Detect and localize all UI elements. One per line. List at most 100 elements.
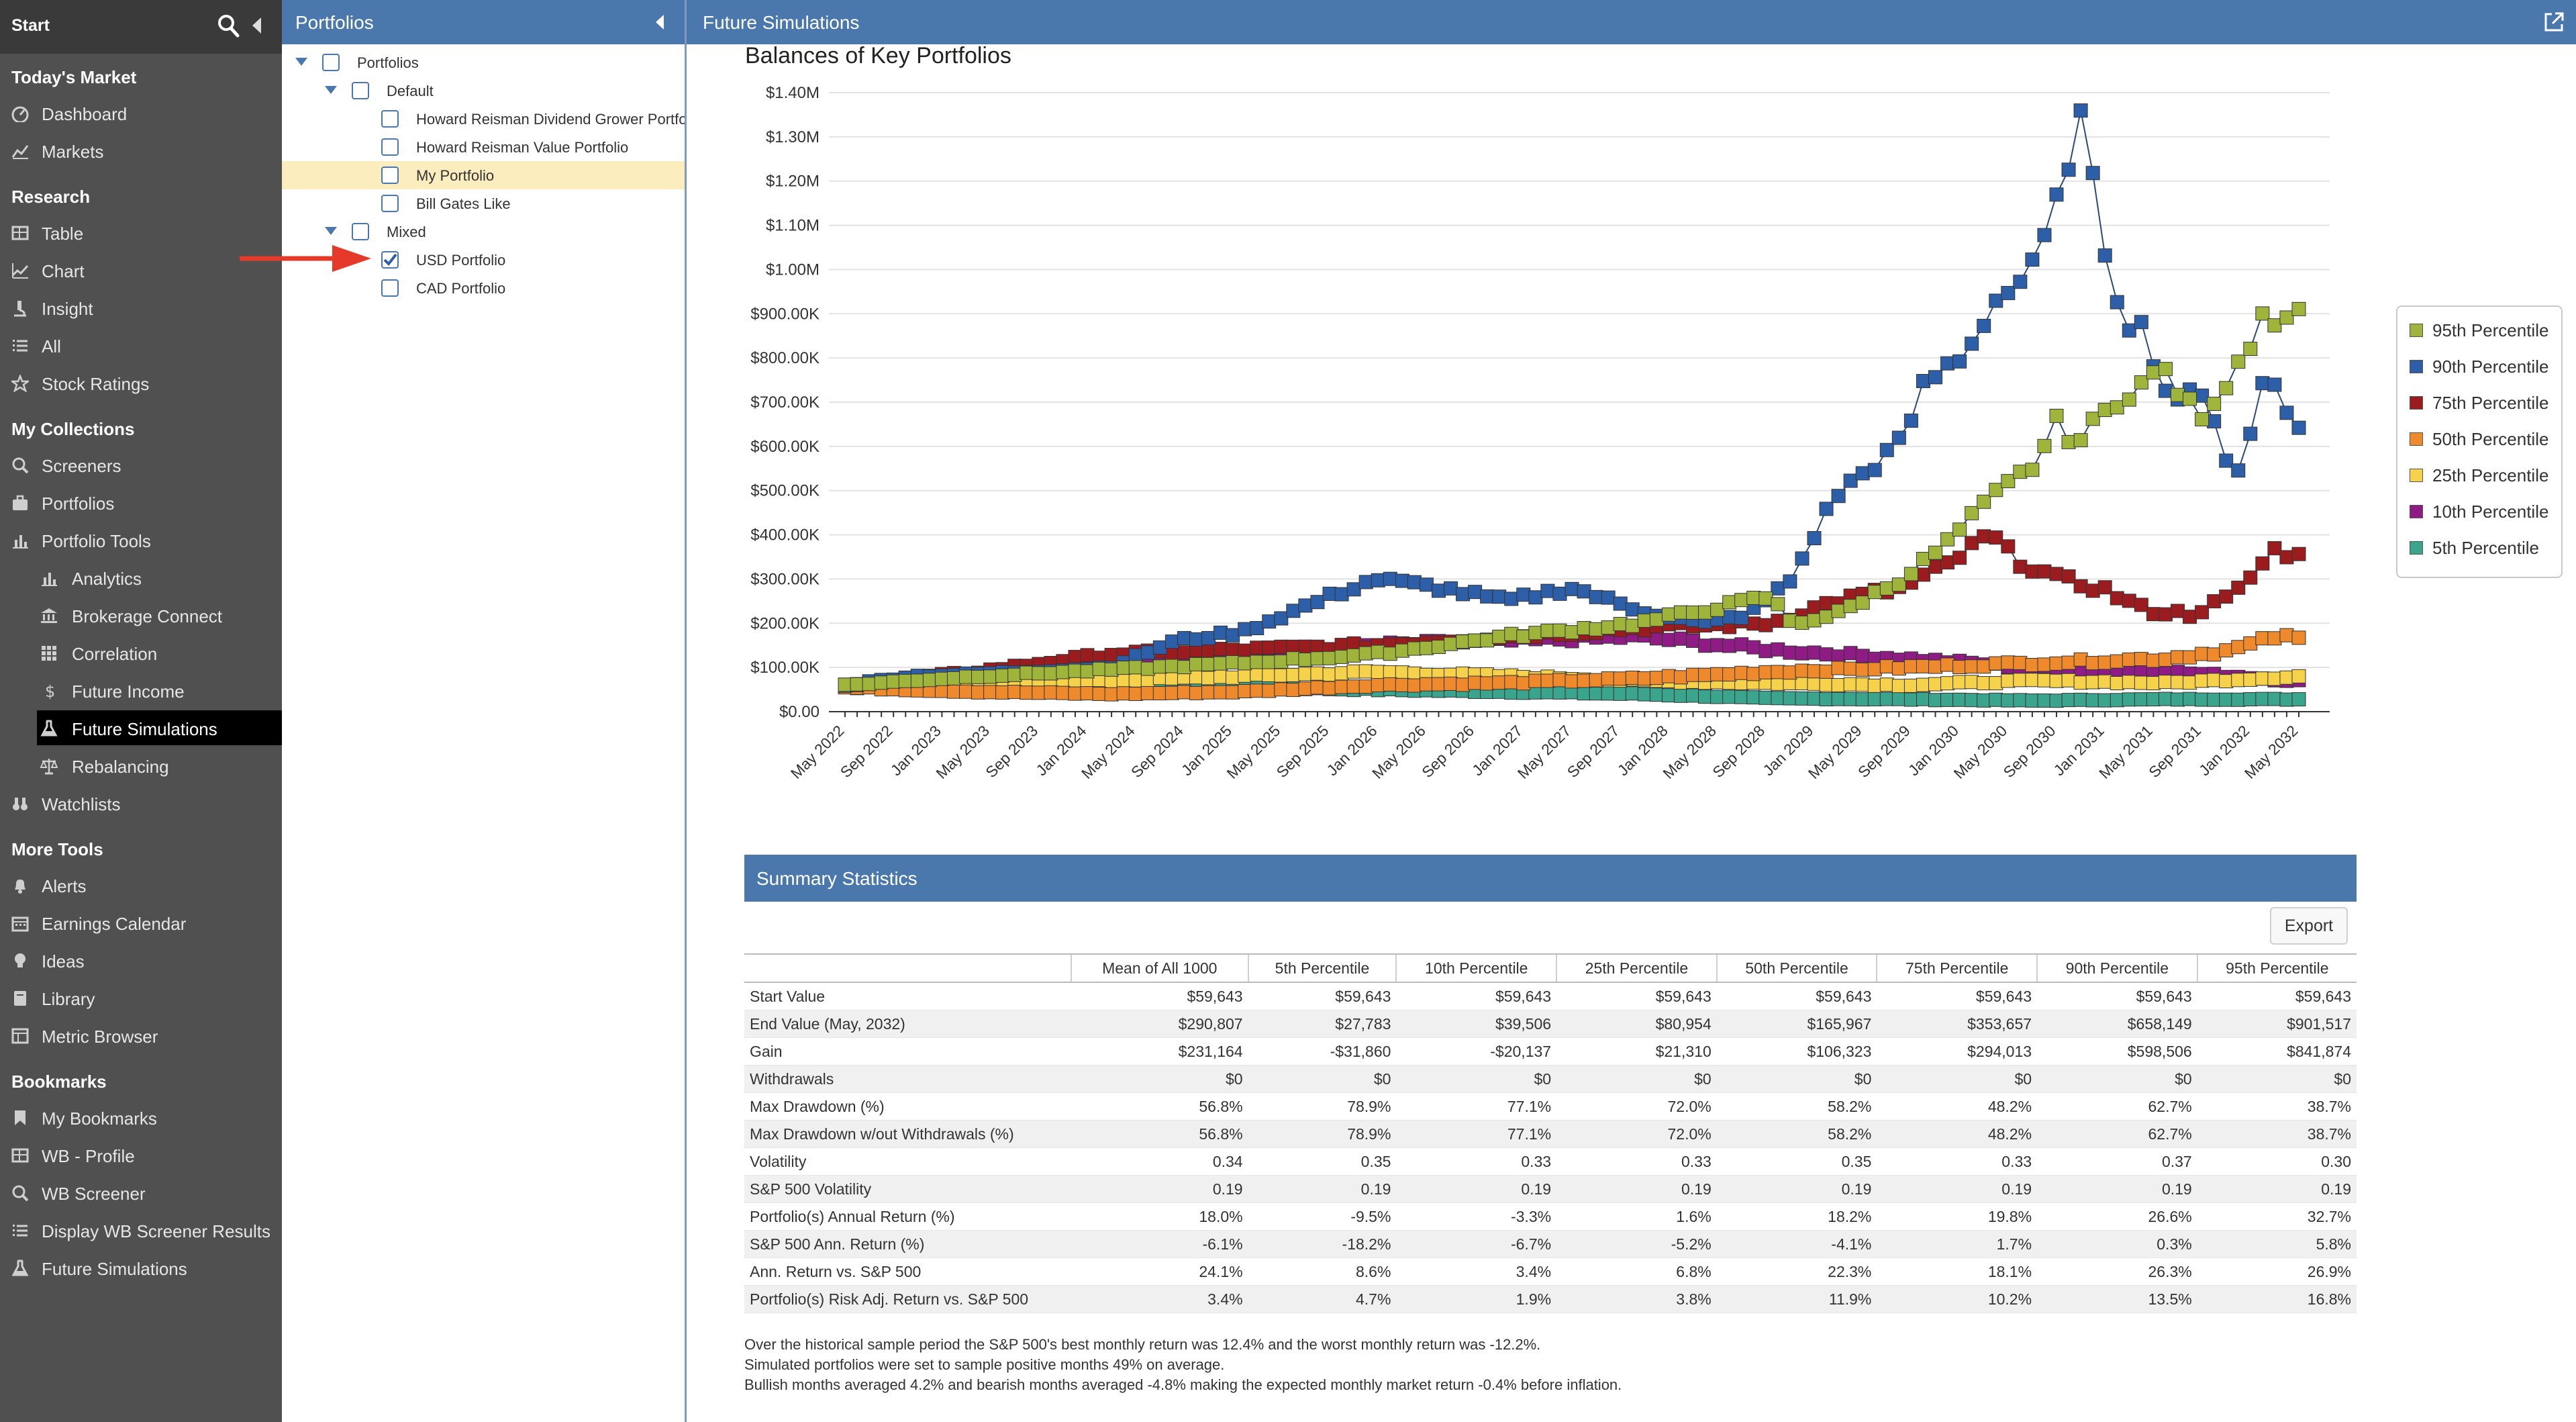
nav-item-library[interactable]: Library — [0, 980, 282, 1015]
tree-node[interactable]: Bill Gates Like — [282, 189, 685, 218]
data-point — [1213, 642, 1228, 657]
portfolio-checkbox[interactable] — [381, 251, 399, 269]
nav-item-future-simulations[interactable]: Future Simulations — [0, 1250, 282, 1285]
data-point — [2061, 569, 2076, 584]
nav-item-wb-profile[interactable]: WB - Profile — [0, 1137, 282, 1172]
tree-node[interactable]: Portfolios — [282, 48, 685, 77]
nav-item-label: All — [42, 336, 61, 357]
nav-item-dashboard[interactable]: Dashboard — [0, 95, 282, 130]
data-point — [1565, 674, 1579, 689]
tree-node[interactable]: USD Portfolio — [282, 246, 685, 274]
nav-item-metric-browser[interactable]: Metric Browser — [0, 1018, 282, 1053]
table-cell: 10.2% — [1877, 1285, 2038, 1313]
nav-item-my-bookmarks[interactable]: My Bookmarks — [0, 1100, 282, 1135]
nav-item-display-wb-screener-results[interactable]: Display WB Screener Results — [0, 1213, 282, 1247]
data-point — [1855, 662, 1870, 677]
nav-item-label: Library — [42, 989, 95, 1009]
data-point — [1661, 607, 1676, 622]
nav-item-ideas[interactable]: Ideas — [0, 943, 282, 978]
tree-node[interactable]: CAD Portfolio — [282, 274, 685, 302]
nav-item-markets[interactable]: Markets — [0, 133, 282, 168]
table-row: S&P 500 Volatility 0.19 0.19 0.19 0.19 0.19 0.… — [744, 1175, 2357, 1203]
nav-title[interactable]: Start — [11, 16, 50, 35]
nav-item-stock-ratings[interactable]: Stock Ratings — [0, 365, 282, 400]
briefcase-icon — [11, 494, 29, 512]
collapse-nav-icon[interactable] — [252, 17, 261, 34]
nav-item-chart[interactable]: Chart — [0, 252, 282, 287]
column-header: 90th Percentile — [2036, 953, 2197, 983]
tree-node[interactable]: My Portfolio — [282, 161, 685, 189]
portfolio-checkbox[interactable] — [352, 82, 369, 99]
microscope-icon — [11, 299, 29, 317]
portfolio-checkbox[interactable] — [381, 279, 399, 297]
data-point — [2061, 655, 2076, 670]
data-point — [2267, 692, 2282, 706]
data-point — [1855, 596, 1870, 610]
legend-swatch — [2410, 541, 2423, 555]
nav-item-insight[interactable]: Insight — [0, 290, 282, 325]
book-icon — [11, 990, 29, 1007]
data-point — [2279, 406, 2294, 420]
nav-item-brokerage-connect[interactable]: Brokerage Connect — [0, 598, 282, 632]
export-button[interactable]: Export — [2270, 907, 2348, 945]
data-point — [1395, 665, 1409, 680]
search-icon[interactable] — [216, 12, 240, 39]
nav-item-future-income[interactable]: $ Future Income — [0, 673, 282, 708]
data-point — [1152, 659, 1167, 674]
data-point — [1068, 663, 1083, 678]
data-point — [1298, 652, 1313, 667]
table-cell: $0 — [1396, 1065, 1557, 1093]
nav-item-screeners[interactable]: Screeners — [0, 447, 282, 482]
data-point — [1480, 633, 1495, 648]
row-label: End Value (May, 2032) — [744, 1010, 1071, 1038]
nav-item-watchlists[interactable]: Watchlists — [0, 786, 282, 820]
portfolio-checkbox[interactable] — [381, 195, 399, 212]
data-point — [2195, 647, 2210, 661]
expand-arrow-icon[interactable] — [295, 58, 307, 66]
nav-item-table[interactable]: Table — [0, 215, 282, 250]
table-cell: $658,149 — [2037, 1010, 2197, 1038]
data-point — [1298, 667, 1313, 681]
nav-item-future-simulations[interactable]: Future Simulations — [37, 710, 282, 745]
data-point — [1819, 664, 1834, 679]
portfolio-checkbox[interactable] — [381, 110, 399, 128]
expand-arrow-icon[interactable] — [325, 86, 337, 94]
data-point — [2001, 285, 2016, 300]
portfolio-checkbox[interactable] — [352, 223, 369, 240]
collapse-panel-icon[interactable] — [656, 15, 664, 30]
table-row: Max Drawdown (%) 56.8% 78.9% 77.1% 72.0% 58.2… — [744, 1092, 2357, 1121]
nav-item-analytics[interactable]: Analytics — [0, 560, 282, 595]
data-point — [1128, 673, 1143, 688]
data-point — [1250, 683, 1265, 698]
data-point — [1371, 573, 1385, 587]
nav-item-label: Dashboard — [42, 104, 128, 124]
nav-item-earnings-calendar[interactable]: Earnings Calendar — [0, 905, 282, 940]
nav-item-portfolio-tools[interactable]: Portfolio Tools — [0, 522, 282, 557]
data-point — [2279, 550, 2294, 565]
tree-node[interactable]: Howard Reisman Value Portfolio — [282, 133, 685, 161]
data-point — [1128, 648, 1143, 663]
nav-item-rebalancing[interactable]: Rebalancing — [0, 748, 282, 783]
nav-item-wb-screener[interactable]: WB Screener — [0, 1175, 282, 1210]
nav-item-portfolios[interactable]: Portfolios — [0, 485, 282, 520]
portfolio-checkbox[interactable] — [381, 167, 399, 184]
external-link-icon[interactable] — [2542, 11, 2565, 34]
nav-item-alerts[interactable]: Alerts — [0, 867, 282, 902]
tree-node[interactable]: Mixed — [282, 218, 685, 246]
expand-arrow-icon[interactable] — [325, 227, 337, 235]
tree-node-label: Mixed — [387, 224, 426, 240]
table-cell: 38.7% — [2197, 1092, 2357, 1121]
portfolio-checkbox[interactable] — [381, 138, 399, 156]
portfolio-checkbox[interactable] — [322, 54, 340, 71]
data-point — [2001, 474, 2016, 489]
legend-label: 25th Percentile — [2432, 465, 2549, 485]
nav-item-correlation[interactable]: Correlation — [0, 635, 282, 670]
nav-item-all[interactable]: All — [0, 328, 282, 363]
data-point — [1843, 661, 1858, 676]
data-point — [2291, 420, 2306, 435]
tree-node[interactable]: Howard Reisman Dividend Grower Portfolio — [282, 105, 685, 133]
data-point — [2195, 388, 2210, 403]
tree-node[interactable]: Default — [282, 77, 685, 105]
legend-label: 75th Percentile — [2432, 393, 2549, 413]
table-row: S&P 500 Ann. Return (%) -6.1% -18.2% -6.7% -… — [744, 1230, 2357, 1258]
